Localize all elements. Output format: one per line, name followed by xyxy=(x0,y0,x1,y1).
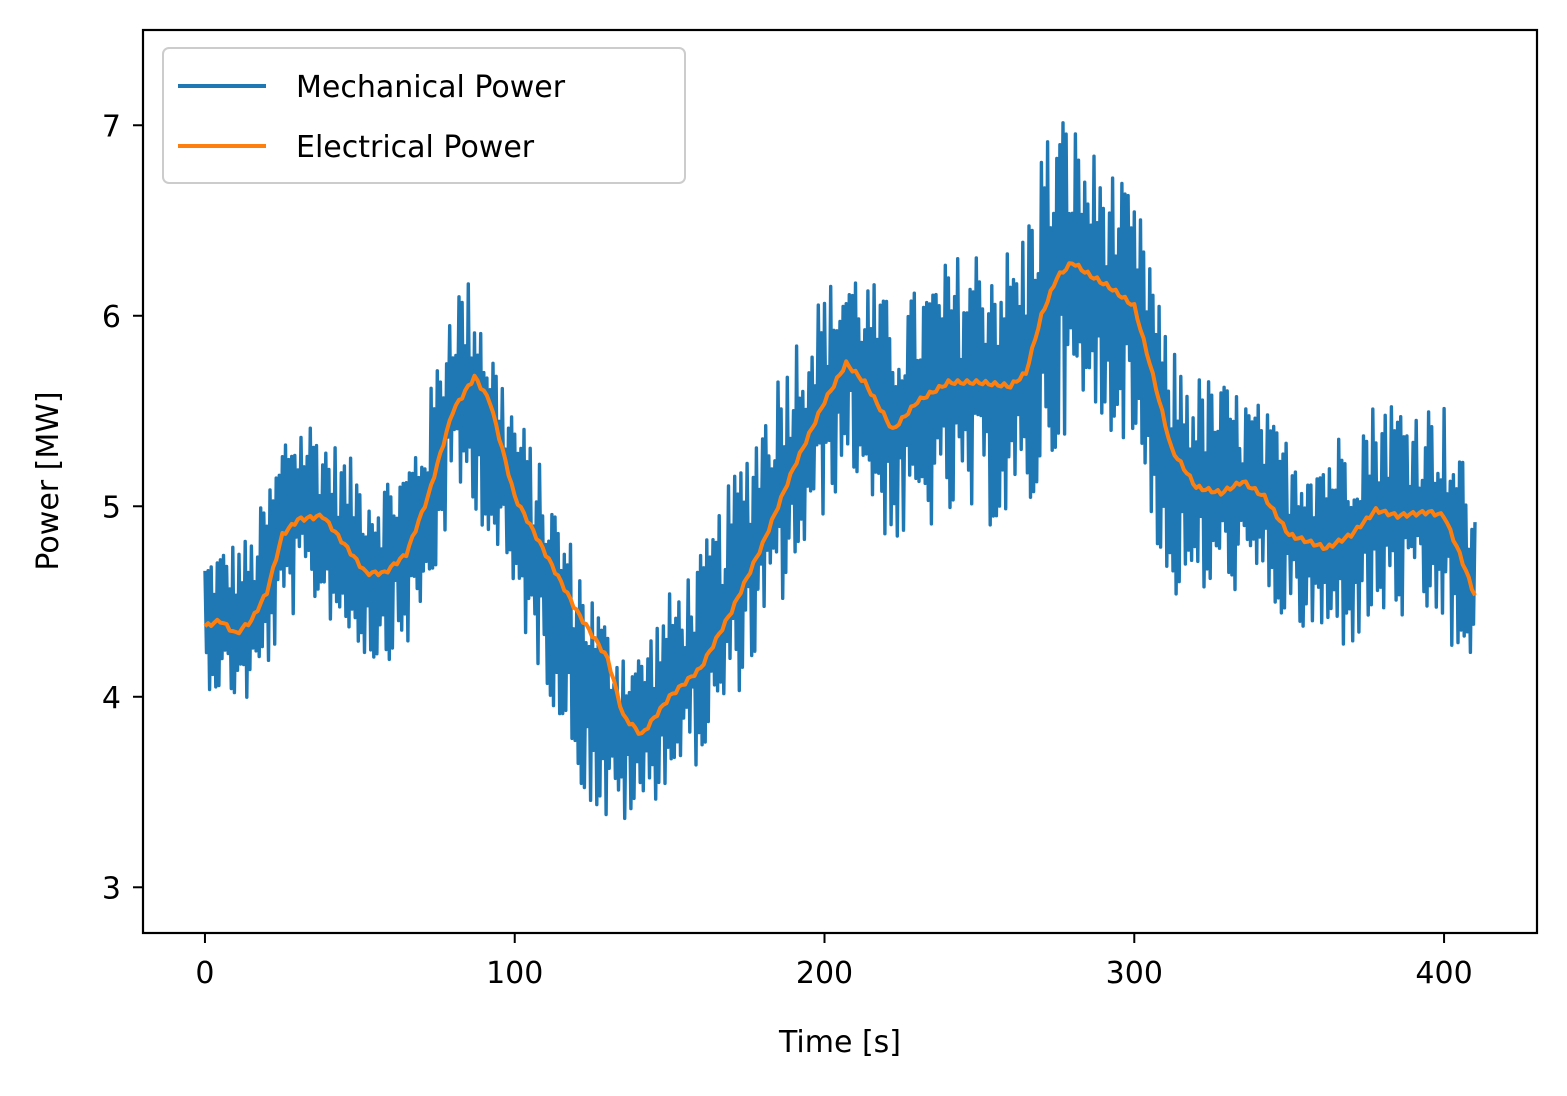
y-axis: 3 4 5 6 7 xyxy=(102,109,143,906)
y-tick-label: 7 xyxy=(102,109,121,144)
x-axis-label: Time [s] xyxy=(778,1025,901,1060)
y-tick-label: 4 xyxy=(102,681,121,716)
y-axis-label: Power [MW] xyxy=(31,391,66,570)
axes-frame xyxy=(141,28,1539,935)
series-electrical-power-line xyxy=(203,261,1477,736)
x-tick-label: 100 xyxy=(486,956,543,991)
y-tick-label: 5 xyxy=(102,490,121,525)
legend-label-mechanical-power: Mechanical Power xyxy=(296,70,566,105)
legend-box xyxy=(162,47,686,184)
plot-area xyxy=(203,121,1477,821)
x-axis: 0 100 200 300 400 xyxy=(195,933,1473,991)
y-tick-label: 3 xyxy=(102,871,121,906)
x-tick-label: 200 xyxy=(796,956,853,991)
x-tick-label: 0 xyxy=(195,956,214,991)
legend: Mechanical Power Electrical Power xyxy=(162,47,686,184)
x-tick-label: 300 xyxy=(1106,956,1163,991)
legend-label-electrical-power: Electrical Power xyxy=(296,130,535,165)
y-tick-label: 6 xyxy=(102,300,121,335)
x-tick-label: 400 xyxy=(1415,956,1472,991)
series-mechanical-power-line xyxy=(203,121,1477,821)
